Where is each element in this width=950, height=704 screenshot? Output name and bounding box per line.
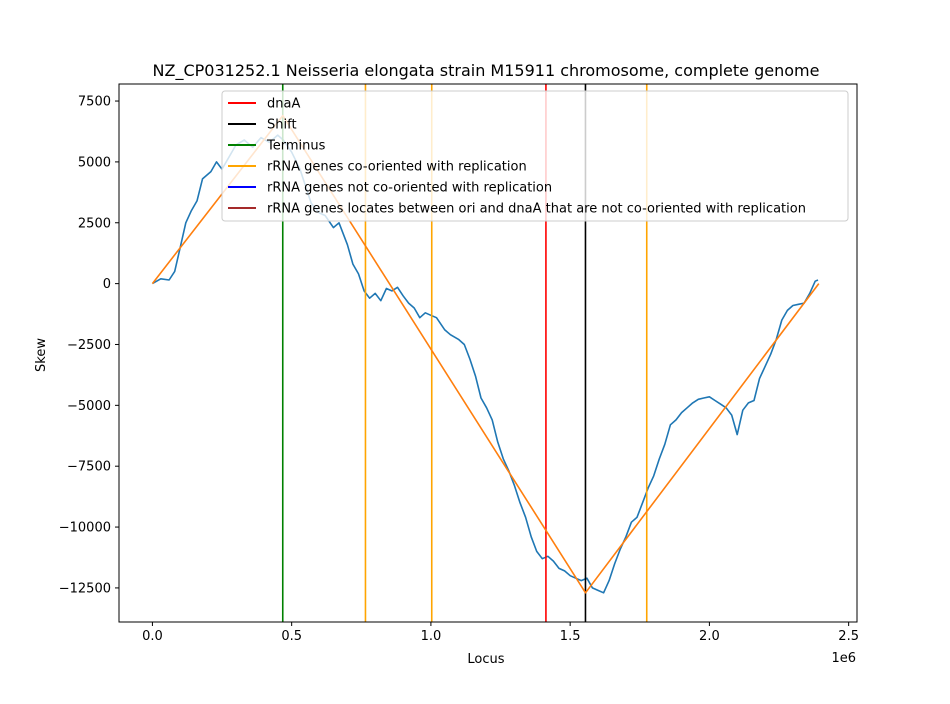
x-tick-label: 2.0 — [699, 629, 720, 644]
skew-fit-line — [151, 114, 820, 594]
x-axis-offset-label: 1e6 — [831, 651, 856, 666]
y-tick-label: −5000 — [67, 399, 111, 414]
legend-box — [221, 90, 849, 222]
plot-frame — [118, 83, 858, 623]
y-tick-label: 2500 — [78, 216, 111, 231]
legend-label: Shift — [267, 118, 297, 133]
y-tick-label: 7500 — [78, 95, 111, 110]
chart-title: NZ_CP031252.1 Neisseria elongata strain … — [153, 61, 820, 81]
x-axis-label: Locus — [467, 652, 504, 667]
x-tick-label: 2.5 — [838, 629, 859, 644]
y-tick-label: 0 — [103, 277, 111, 292]
legend-label: rRNA genes not co-oriented with replicat… — [267, 181, 552, 196]
legend: dnaA Shift Terminus rRNA genes co-oriented … — [221, 90, 849, 222]
legend-label: rRNA genes co-oriented with replication — [267, 160, 527, 175]
x-tick-label: 1.5 — [560, 629, 581, 644]
legend-label: Terminus — [266, 139, 326, 154]
y-tick-label: −10000 — [59, 521, 111, 536]
legend-label: dnaA — [267, 97, 300, 112]
x-tick-label: 0.5 — [281, 629, 302, 644]
y-tick-label: 5000 — [78, 155, 111, 170]
x-tick-label: 0.0 — [142, 629, 163, 644]
y-tick-label: −12500 — [59, 581, 111, 596]
y-tick-label: −2500 — [67, 338, 111, 353]
legend-label: rRNA genes locates between ori and dnaA … — [267, 202, 806, 217]
x-tick-label: 1.0 — [421, 629, 442, 644]
y-tick-label: −7500 — [67, 460, 111, 475]
y-axis-label: Skew — [34, 338, 49, 372]
